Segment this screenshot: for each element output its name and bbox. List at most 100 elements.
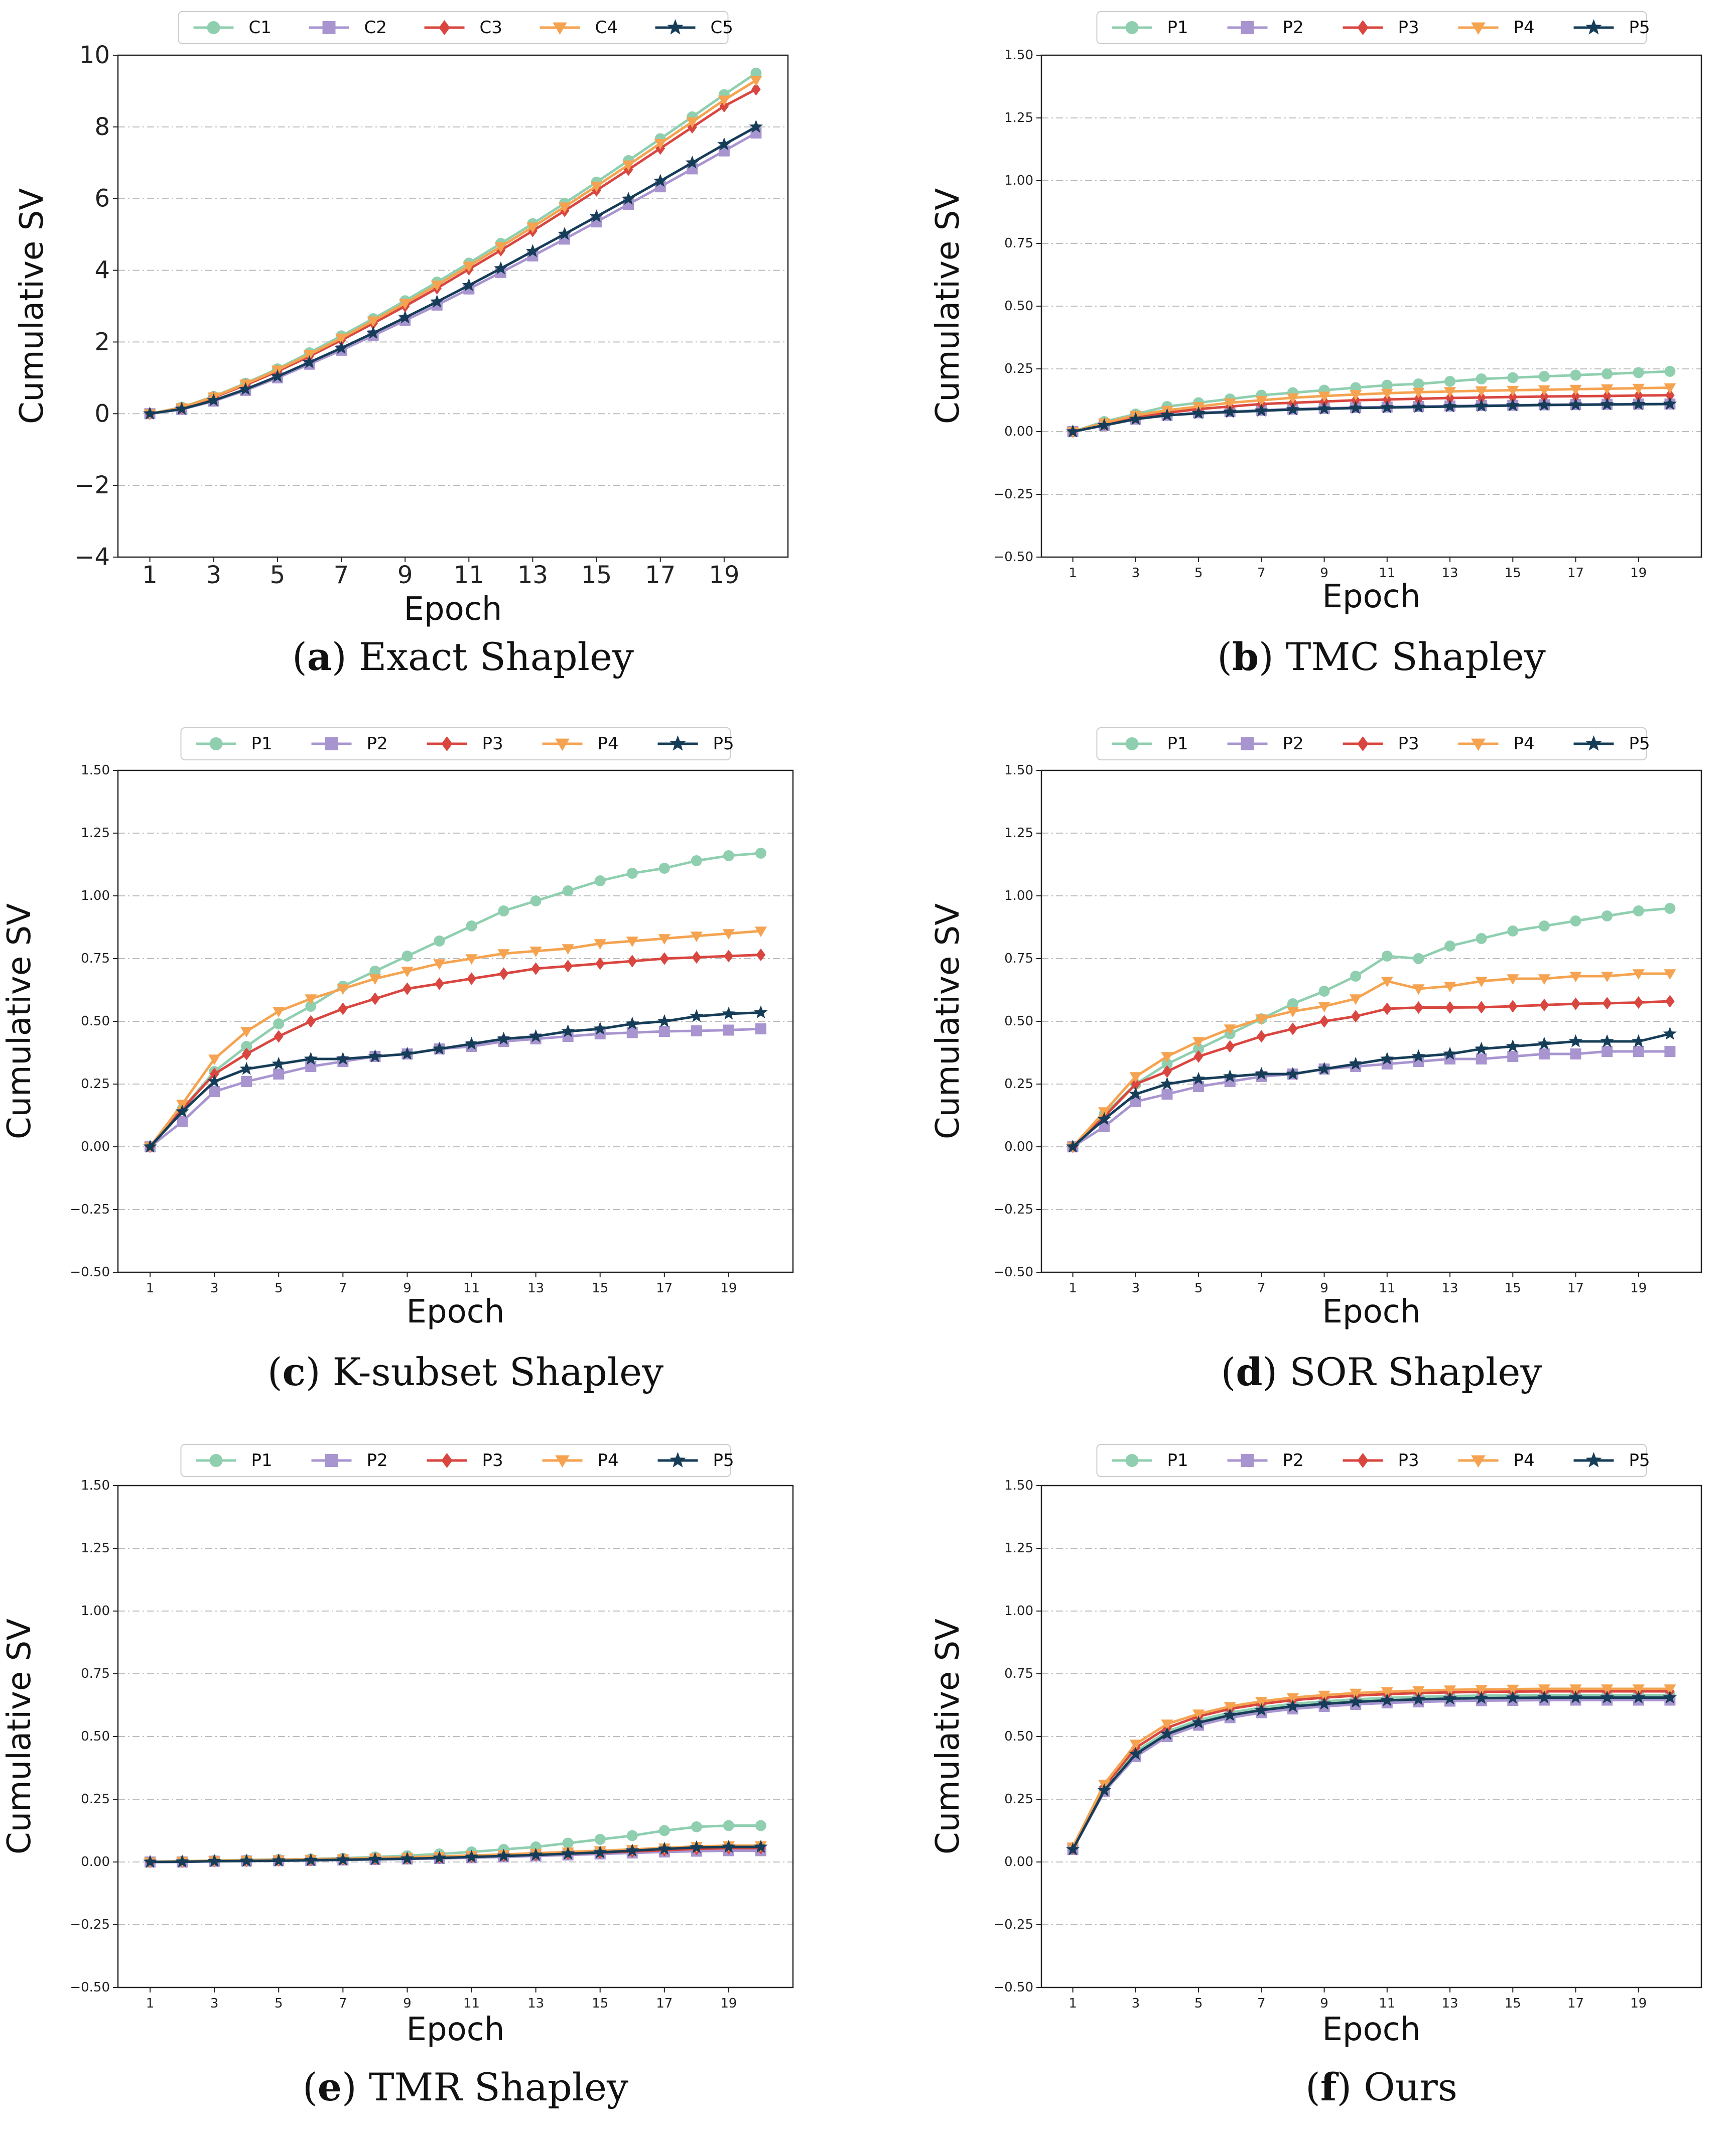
data-point-c5	[334, 341, 348, 354]
x-tick-label: 13	[1442, 1281, 1458, 1296]
data-point-c5	[590, 209, 604, 222]
data-point-c5	[271, 369, 285, 382]
data-point-p5	[1537, 397, 1551, 411]
data-point-p1	[402, 951, 413, 962]
legend-triangle-down-marker	[553, 22, 567, 35]
x-tick-label: 5	[270, 561, 286, 589]
data-point-p3	[274, 1030, 284, 1043]
caption-paren-open: (	[1305, 2065, 1320, 2109]
y-tick-label: 10	[79, 41, 110, 69]
data-point-p5	[1097, 418, 1111, 432]
data-point-p4	[337, 984, 349, 995]
data-point-p5	[690, 1009, 704, 1022]
data-point-p2	[691, 1025, 702, 1036]
data-point-p4	[1632, 969, 1645, 980]
series-p1	[1067, 1689, 1676, 1855]
data-point-c5	[685, 156, 699, 169]
data-point-p4	[754, 926, 767, 938]
y-tick-label: 1.00	[1004, 173, 1033, 188]
caption-text: Ours	[1364, 2065, 1457, 2109]
legend-diamond-marker	[441, 736, 453, 751]
series-p2	[145, 1023, 766, 1152]
data-point-p5	[272, 1853, 286, 1867]
data-point-p1	[562, 885, 574, 896]
legend-label-p5: P5	[1629, 1450, 1650, 1471]
legend-label-p5: P5	[713, 1450, 734, 1471]
y-tick-label: 0.25	[1004, 1077, 1033, 1092]
data-point-p1	[1444, 941, 1456, 952]
caption-paren-open: (	[292, 634, 307, 679]
data-point-p4	[1475, 386, 1488, 397]
x-tick-label: 3	[1132, 1996, 1140, 2011]
data-point-p3	[241, 1047, 251, 1060]
data-point-p5	[1286, 1699, 1300, 1712]
data-point-p1	[498, 905, 509, 916]
y-axis-label: Cumulative SV	[1, 1619, 38, 1854]
series-p5	[143, 1005, 768, 1153]
y-axis-label: Cumulative SV	[929, 1619, 967, 1854]
data-point-p4	[1569, 972, 1582, 983]
legend-triangle-down-marker	[555, 738, 570, 751]
x-axis-label: Epoch	[407, 2011, 505, 2048]
series-p1	[1067, 903, 1676, 1152]
data-point-c4	[750, 76, 762, 87]
legend-label-p4: P4	[1514, 1450, 1535, 1471]
data-point-p5	[1160, 1077, 1174, 1090]
data-point-p1	[1601, 368, 1613, 379]
legend-triangle-down-marker	[555, 1455, 570, 1468]
x-tick-label: 11	[454, 561, 484, 589]
series-line-p5	[150, 1845, 761, 1863]
data-point-c4	[558, 202, 571, 213]
data-point-p3	[595, 957, 605, 970]
legend-triangle-down-marker	[1471, 738, 1486, 751]
x-tick-label: 3	[1132, 566, 1140, 581]
legend-label-p3: P3	[1398, 734, 1419, 754]
data-point-p3	[1665, 388, 1675, 402]
x-tick-label: 11	[463, 1996, 480, 2011]
x-tick-label: 7	[339, 1281, 347, 1296]
data-point-p5	[1129, 1747, 1143, 1760]
x-tick-label: 7	[1257, 1281, 1266, 1296]
legend-label-c3: C3	[480, 18, 502, 38]
data-point-p1	[626, 868, 638, 879]
y-tick-label: 1.00	[1004, 888, 1033, 903]
y-axis-label: Cumulative SV	[929, 903, 967, 1139]
data-point-p4	[1350, 1688, 1362, 1699]
legend: C1 C2 C3 C4 C5	[178, 11, 733, 44]
data-point-p5	[272, 1056, 286, 1070]
data-point-p1	[466, 920, 477, 931]
y-tick-label: 0.00	[81, 1854, 110, 1870]
x-tick-label: 19	[709, 561, 739, 589]
x-tick-label: 15	[1505, 1281, 1521, 1296]
legend: P1 P2 P3 P4 P5	[180, 727, 734, 760]
y-tick-label: 1.50	[1004, 1478, 1033, 1493]
data-point-c4	[686, 117, 699, 128]
data-point-p2	[209, 1086, 220, 1097]
data-point-p3	[1382, 393, 1392, 406]
y-tick-label: −0.50	[993, 550, 1033, 565]
y-tick-label: 0.75	[1004, 236, 1033, 251]
legend: P1 P2 P3 P4 P5	[1096, 1444, 1650, 1477]
y-tick-label: 6	[94, 185, 110, 213]
legend-square-marker	[1241, 21, 1254, 34]
data-point-p4	[1255, 1014, 1268, 1025]
data-point-p5	[175, 1104, 189, 1118]
data-point-p5	[336, 1051, 350, 1065]
data-point-p4	[1286, 1007, 1299, 1018]
data-point-p5	[1663, 396, 1677, 410]
x-tick-label: 13	[1442, 566, 1458, 581]
series-line-c1	[150, 72, 757, 415]
data-point-c5	[462, 278, 476, 292]
data-point-p1	[1161, 1058, 1173, 1070]
data-point-p4	[1569, 384, 1582, 395]
caption-text: SOR Shapley	[1289, 1350, 1542, 1394]
legend-label-p4: P4	[1514, 18, 1535, 38]
y-tick-label: −0.50	[70, 1265, 110, 1280]
data-point-p4	[658, 934, 671, 945]
data-point-p5	[1097, 1783, 1111, 1797]
caption-paren-open: (	[268, 1350, 283, 1394]
data-point-p1	[1413, 378, 1424, 389]
data-point-p3	[659, 952, 670, 965]
data-point-p1	[594, 1834, 606, 1845]
data-point-p1	[241, 1041, 252, 1052]
